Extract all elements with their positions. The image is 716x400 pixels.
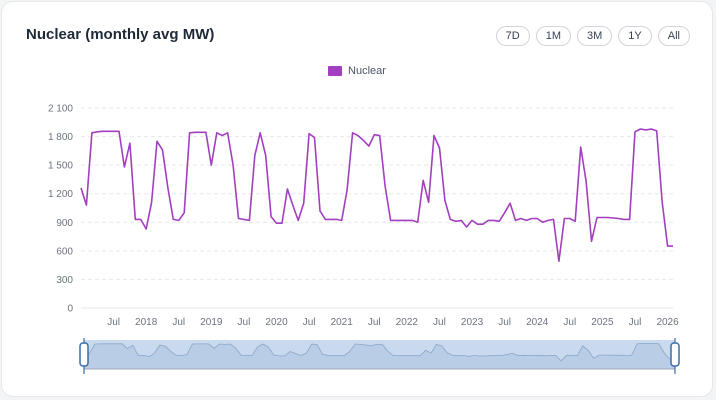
x-tick-label: Jul bbox=[433, 317, 446, 328]
legend-swatch bbox=[328, 66, 343, 76]
legend[interactable]: Nuclear bbox=[2, 65, 712, 77]
y-tick-label: 300 bbox=[56, 275, 73, 286]
range-3m-button[interactable]: 3M bbox=[577, 26, 613, 46]
x-tick-label: 2023 bbox=[461, 317, 484, 328]
x-tick-label: Jul bbox=[629, 317, 642, 328]
range-selector: 7D 1M 3M 1Y All bbox=[495, 26, 690, 46]
y-tick-label: 900 bbox=[56, 218, 73, 229]
series-line-nuclear bbox=[80, 128, 673, 263]
y-tick-label: 1 500 bbox=[48, 161, 73, 172]
x-tick-label: 2022 bbox=[396, 317, 419, 328]
navigator-series bbox=[83, 343, 676, 370]
navigator-right-handle[interactable] bbox=[670, 342, 680, 367]
y-tick-label: 1 200 bbox=[48, 189, 73, 200]
x-tick-label: Jul bbox=[563, 317, 576, 328]
range-7d-button[interactable]: 7D bbox=[495, 26, 530, 46]
x-tick-label: Jul bbox=[498, 317, 511, 328]
x-tick-label: Jul bbox=[303, 317, 316, 328]
x-tick-label: Jul bbox=[238, 317, 251, 328]
x-tick-label: Jul bbox=[368, 317, 381, 328]
x-tick-label: 2018 bbox=[135, 317, 158, 328]
x-tick-label: 2020 bbox=[265, 317, 288, 328]
range-all-button[interactable]: All bbox=[657, 26, 690, 46]
x-tick-label: 2019 bbox=[200, 317, 223, 328]
y-tick-label: 1 800 bbox=[48, 132, 73, 143]
legend-label-nuclear: Nuclear bbox=[348, 65, 386, 77]
x-tick-label: 2026 bbox=[656, 317, 679, 328]
x-tick-label: 2024 bbox=[526, 317, 549, 328]
y-tick-label: 600 bbox=[56, 246, 73, 257]
chart-title: Nuclear (monthly avg MW) bbox=[26, 26, 215, 43]
range-1y-button[interactable]: 1Y bbox=[618, 26, 652, 46]
x-tick-label: Jul bbox=[172, 317, 185, 328]
x-tick-label: 2025 bbox=[591, 317, 614, 328]
y-tick-label: 0 bbox=[67, 304, 73, 315]
range-1m-button[interactable]: 1M bbox=[535, 26, 572, 46]
y-tick-label: 2 100 bbox=[48, 104, 73, 115]
x-tick-label: 2021 bbox=[331, 317, 354, 328]
navigator-left-handle[interactable] bbox=[79, 342, 89, 367]
x-tick-label: Jul bbox=[107, 317, 120, 328]
